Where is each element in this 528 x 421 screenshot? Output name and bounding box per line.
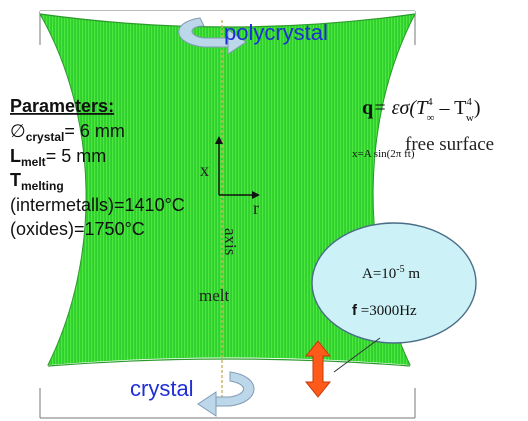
x-axis-arrowhead: [215, 136, 223, 144]
axis-label: axis: [221, 228, 240, 255]
bottom-rotation-arrow: [197, 371, 255, 417]
polycrystal-interface: [40, 11, 415, 27]
amplitude-text: A=10-5 m: [362, 264, 420, 282]
radiation-formula: q= εσ(T4 ∞ – T4 w): [362, 96, 480, 124]
param-length: Lmelt= 5 mm: [10, 146, 106, 169]
x-axis-label: x: [200, 160, 209, 180]
param-diameter: ∅crystal= 6 mm: [10, 121, 125, 144]
polycrystal-meniscus: [39, 13, 416, 28]
frequency-text: f =3000Hz: [352, 302, 417, 319]
polycrystal-label: polycrystal: [224, 20, 328, 45]
param-temperature: Tmelting: [10, 170, 64, 193]
param-temp-intermetalls: (intermetalls)=1410°C: [10, 195, 185, 215]
vibration-parameters-bubble: [311, 222, 477, 344]
oscillation-formula: x=A sin(2π ft): [352, 148, 415, 160]
r-axis-label: r: [253, 198, 259, 218]
free-surface-label: free surface: [405, 134, 494, 155]
bubble-pointer-line: [333, 337, 381, 373]
melt-label: melt: [199, 286, 229, 305]
top-rotation-arrow: [178, 17, 247, 55]
crystal-meniscus: [47, 358, 411, 367]
r-axis-arrowhead: [252, 191, 260, 199]
crystal-label: crystal: [130, 376, 194, 401]
param-temp-oxides: (oxides)=1750°C: [10, 219, 145, 239]
parameters-heading: Parameters:: [10, 96, 114, 116]
vibration-double-arrow: [304, 340, 332, 398]
